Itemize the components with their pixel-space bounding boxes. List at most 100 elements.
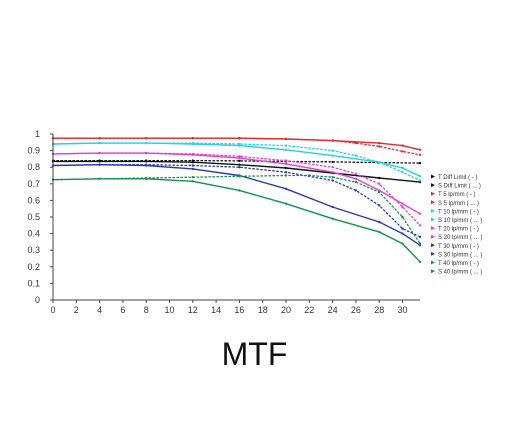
series-point [418,260,422,263]
series-point [98,159,101,162]
x-tick-label: 28 [374,305,384,315]
series-point [401,144,404,147]
series-point [191,141,194,145]
series-point [98,141,101,145]
x-tick-label: 8 [144,305,149,315]
series-point [378,220,381,224]
series-point [401,232,404,235]
x-axis-ticks: 0 2 4 6 8 10 12 14 16 18 20 22 24 26 28 30 [50,300,408,315]
series-point [145,159,148,162]
series-point [191,167,194,171]
x-tick-label: 24 [328,305,338,315]
series-point [401,150,404,153]
series-point [331,149,334,152]
y-tick-label: 0.9 [27,146,40,156]
series-point [418,224,422,227]
series-point [145,151,148,155]
series-point [284,148,288,151]
series-point [145,176,148,180]
series-point [238,175,241,178]
series-point [331,205,334,209]
mtf-chart: 00.10.20.30.40.50.60.70.80.91 0 2 4 6 8 10 12 1… [27,129,482,315]
legend-swatch [431,217,435,222]
y-tick-label: 0.3 [27,245,40,255]
series-line [52,137,421,156]
series-point [401,215,404,219]
series-point [418,212,422,215]
series-point [284,159,288,162]
series-point [238,163,241,166]
series-point [354,154,358,157]
legend-swatch [431,243,435,248]
series-point [378,176,381,180]
series-point [191,137,194,140]
series-point [284,171,288,174]
series-point [191,164,194,167]
series-point [354,180,358,184]
legend-label: S 10 lp/mm ( ... ) [438,218,482,224]
series-point [331,171,334,174]
series-point [331,139,334,142]
series-line [52,159,421,164]
legend-swatch [431,260,435,265]
y-tick-label: 0 [35,295,40,305]
chart-legend: T Diff Limit ( - ) S Diff Limit ( ... ) T … [431,174,482,276]
legend-label: T 20 lp/mm ( - ) [438,227,479,233]
series-point [401,205,404,209]
y-tick-label: 0.8 [27,162,40,172]
series-point [378,141,381,145]
y-tick-label: 0.7 [27,179,40,189]
legend-label: S 30 lp/mm ( ... ) [438,252,482,258]
series-point [238,159,241,163]
x-tick-label: 22 [304,305,314,315]
series-point [145,141,148,145]
series-point [238,142,241,146]
series-point [401,242,404,245]
x-tick-label: 4 [97,305,102,315]
series-point [238,137,241,140]
series-point [418,242,422,245]
series-point [354,189,358,192]
x-tick-label: 30 [398,305,408,315]
series-point [284,166,288,170]
series-point [401,227,404,230]
series-point [378,190,381,194]
x-tick-label: 18 [258,305,268,315]
series-point [284,137,288,141]
legend-swatch [431,269,435,274]
series-point [191,159,194,162]
series-point [418,179,422,182]
series-point [98,163,101,166]
y-tick-label: 0.4 [27,229,40,239]
x-tick-label: 0 [50,305,55,315]
series-point [191,180,194,183]
legend-label: T 30 lp/mm ( - ) [438,244,479,250]
legend-swatch [431,226,435,231]
series-point [378,182,381,185]
legend-label: S Diff Limit ( ... ) [438,184,481,190]
series-point [331,166,334,169]
series-point [418,153,422,156]
mtf-curves [51,137,422,263]
series-point [378,145,381,148]
y-tick-label: 0.1 [27,278,40,288]
y-axis-ticks: 0 0.1 0.2 0.3 0.4 0.5 0.6 0.7 0.8 0.9 1 [27,129,53,305]
series-point [401,166,404,170]
series-point [331,176,334,179]
series-point [418,148,422,151]
series-point [331,179,334,182]
series-line [52,178,421,263]
series-line [52,142,421,178]
x-tick-label: 12 [188,305,198,315]
legend-label: T 10 lp/mm ( - ) [438,209,479,215]
y-tick-label: 1 [35,129,40,139]
legend-swatch [431,174,435,179]
series-point [238,166,241,169]
legend-label: S 40 lp/mm ( ... ) [438,270,482,276]
x-tick-label: 20 [281,305,291,315]
series-point [98,177,101,180]
x-tick-label: 14 [211,305,221,315]
legend-swatch [431,200,435,205]
x-tick-label: 2 [74,305,79,315]
series-point [238,155,241,158]
